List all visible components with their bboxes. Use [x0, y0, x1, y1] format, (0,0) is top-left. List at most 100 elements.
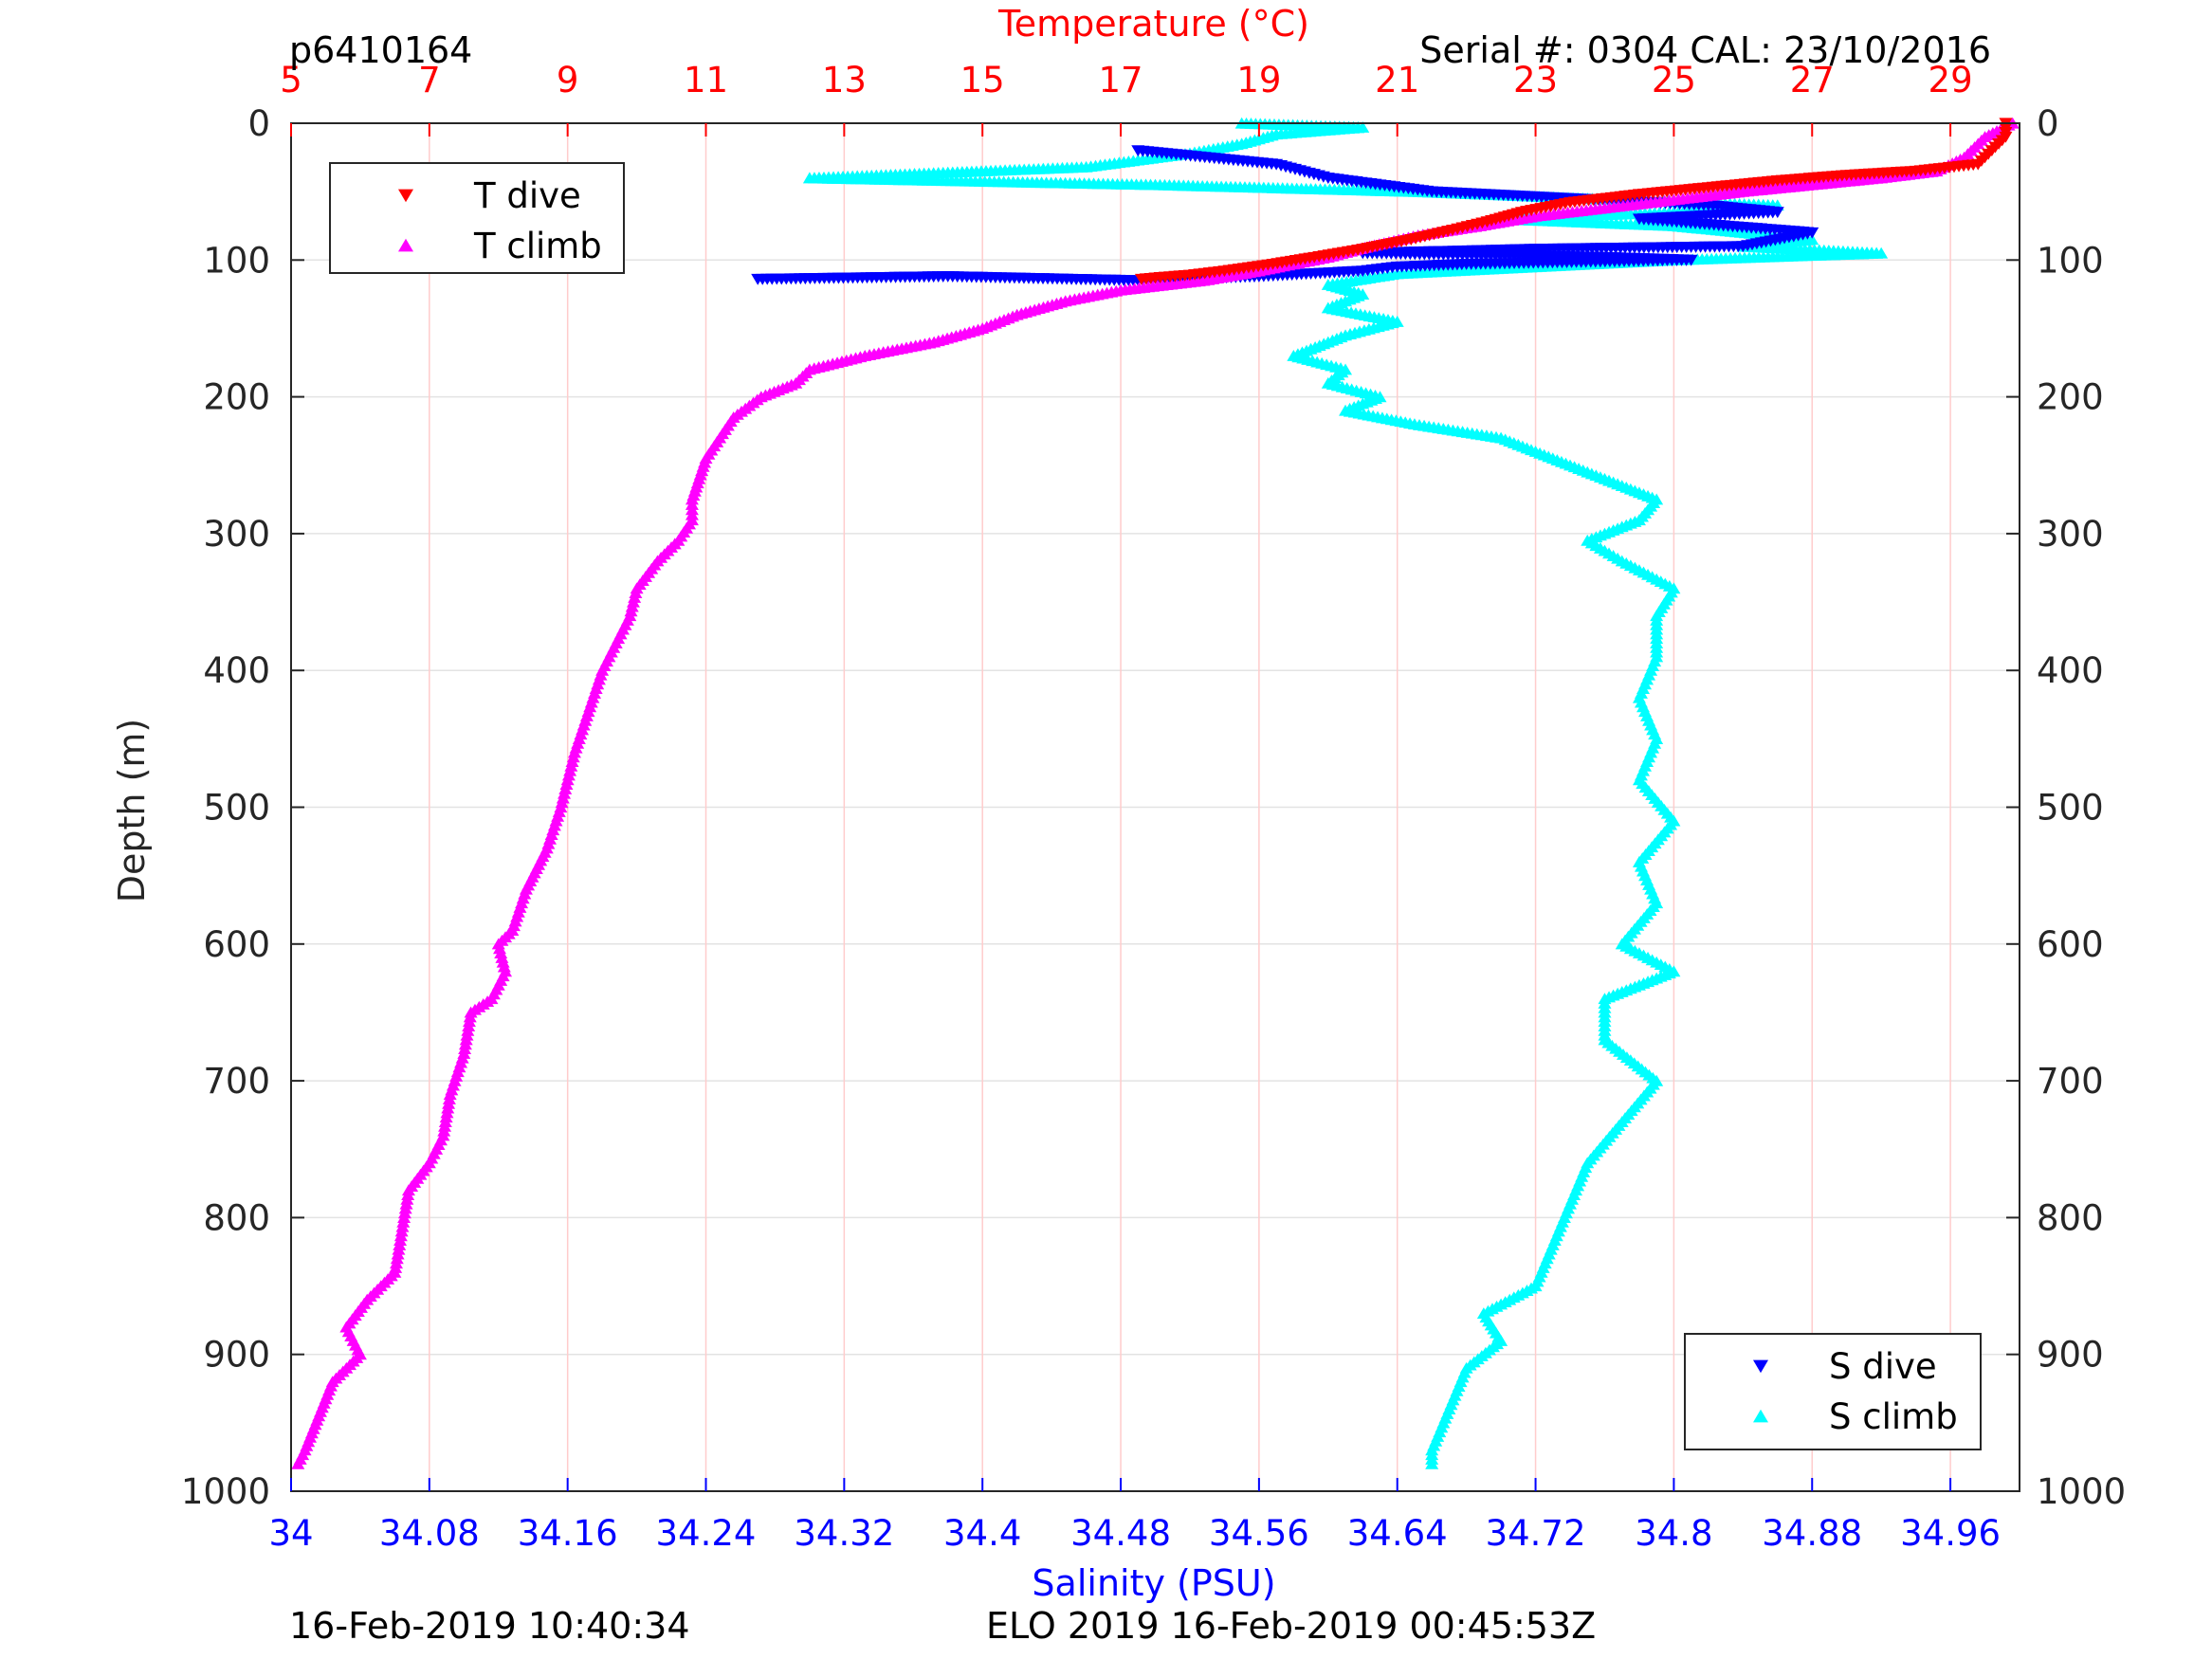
data-point: [397, 1207, 411, 1219]
data-point: [390, 1257, 404, 1269]
data-point: [461, 1024, 475, 1036]
data-point: [751, 273, 765, 285]
data-point: [440, 1106, 454, 1119]
salinity-axis-label: Salinity (PSU): [1032, 1562, 1275, 1604]
legend-marker: [1753, 1409, 1768, 1423]
temperature-axis-label: Temperature (°C): [997, 3, 1309, 45]
depth-tick-label-left: 600: [203, 924, 270, 965]
data-point: [442, 1093, 456, 1104]
data-point: [1425, 1457, 1439, 1469]
depth-tick-label-right: 1000: [2037, 1471, 2126, 1512]
data-point: [437, 1124, 451, 1137]
data-point: [462, 1020, 476, 1031]
salinity-tick-label: 34.4: [943, 1513, 1021, 1554]
depth-tick-label-left: 300: [203, 514, 270, 555]
data-point: [442, 1097, 456, 1109]
data-point: [462, 1015, 476, 1028]
series-s-climb: [802, 117, 1889, 1469]
legend-marker: [398, 189, 413, 203]
grid-lines: [290, 122, 2020, 1492]
footer-caption: ELO 2019 16-Feb-2019 00:45:53Z: [986, 1605, 1596, 1647]
salinity-tick-label: 34.24: [656, 1513, 757, 1554]
legend-salinity: S dive S climb: [1684, 1333, 1982, 1450]
legend-entry-label: T dive: [473, 175, 581, 216]
depth-tick-label-right: 900: [2037, 1335, 2104, 1376]
salinity-tick-label: 34.8: [1635, 1513, 1712, 1554]
salinity-tick-label: 34.32: [794, 1513, 894, 1554]
temperature-tick-label: 13: [822, 60, 867, 100]
depth-tick-label-left: 0: [247, 103, 270, 144]
legend-box: [1684, 1333, 1982, 1450]
temperature-tick-label: 23: [1513, 60, 1558, 100]
salinity-tick-label: 34: [268, 1513, 313, 1554]
data-point: [401, 1184, 415, 1196]
legend-entry-label: S climb: [1829, 1396, 1958, 1437]
data-point: [460, 1029, 474, 1041]
legend-marker: [398, 238, 413, 252]
depth-tick-label-left: 1000: [181, 1471, 270, 1512]
salinity-tick-label: 34.88: [1762, 1513, 1862, 1554]
depth-tick-label-left: 200: [203, 377, 270, 418]
data-point: [400, 1193, 414, 1205]
depth-tick-label-right: 200: [2037, 377, 2104, 418]
salinity-tick-label: 34.16: [518, 1513, 618, 1554]
series-t-dive: [1134, 118, 2013, 285]
data-point: [464, 1006, 478, 1018]
depth-tick-label-left: 800: [203, 1197, 270, 1238]
data-point: [291, 1457, 305, 1469]
temperature-tick-label: 21: [1375, 60, 1419, 100]
data-point: [401, 1189, 415, 1200]
data-point: [459, 1033, 473, 1046]
data-point: [458, 1038, 472, 1050]
depth-tick-label-left: 700: [203, 1061, 270, 1102]
salinity-tick-label: 34.72: [1486, 1513, 1586, 1554]
temperature-tick-label: 25: [1652, 60, 1696, 100]
data-point: [458, 1043, 472, 1055]
data-point: [391, 1248, 405, 1260]
data-point: [463, 1011, 477, 1023]
depth-axis-label: Depth (m): [111, 719, 153, 903]
salinity-tick-label: 34.96: [1900, 1513, 2001, 1554]
legend-marker: [1753, 1359, 1768, 1374]
salinity-tick-label: 34.08: [379, 1513, 480, 1554]
depth-tick-label-right: 600: [2037, 924, 2104, 965]
legend-entry-label: T climb: [473, 226, 602, 266]
depth-tick-label-left: 100: [203, 240, 270, 281]
depth-tick-label-left: 900: [203, 1335, 270, 1376]
legend-entry-label: S dive: [1829, 1346, 1937, 1387]
temperature-tick-label: 9: [557, 60, 579, 100]
temperature-tick-label: 11: [684, 60, 728, 100]
data-point: [393, 1234, 408, 1247]
temperature-tick-label: 27: [1790, 60, 1835, 100]
data-series: [291, 117, 2020, 1469]
depth-tick-label-left: 500: [203, 788, 270, 829]
data-point: [395, 1220, 410, 1232]
depth-tick-label-right: 0: [2037, 103, 2059, 144]
data-point: [443, 1088, 457, 1101]
temperature-tick-label: 5: [280, 60, 302, 100]
profile-id: p6410164: [289, 29, 472, 71]
data-point: [1134, 273, 1148, 285]
data-point: [397, 1212, 411, 1223]
temperature-tick-label: 15: [960, 60, 1005, 100]
data-point: [389, 1262, 403, 1273]
data-point: [392, 1243, 406, 1255]
data-point: [399, 1197, 413, 1210]
temperature-tick-label: 19: [1236, 60, 1281, 100]
depth-tick-label-right: 100: [2037, 240, 2104, 281]
temperature-tick-label: 29: [1929, 60, 1973, 100]
depth-tick-label-right: 500: [2037, 788, 2104, 829]
data-point: [394, 1225, 409, 1237]
data-point: [398, 1202, 412, 1214]
temperature-tick-label: 17: [1098, 60, 1143, 100]
data-point: [441, 1102, 455, 1114]
data-point: [396, 1215, 411, 1228]
legend-box: [329, 162, 625, 274]
salinity-tick-label: 34.64: [1347, 1513, 1448, 1554]
depth-tick-label-right: 800: [2037, 1197, 2104, 1238]
legend-temperature: T dive T climb: [329, 162, 625, 274]
serial-cal: Serial #: 0304 CAL: 23/10/2016: [1419, 29, 1991, 71]
salinity-tick-label: 34.48: [1070, 1513, 1171, 1554]
series-t-climb: [291, 117, 2020, 1469]
